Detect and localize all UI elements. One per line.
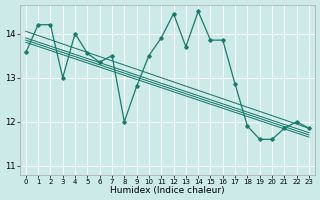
- X-axis label: Humidex (Indice chaleur): Humidex (Indice chaleur): [110, 186, 225, 195]
